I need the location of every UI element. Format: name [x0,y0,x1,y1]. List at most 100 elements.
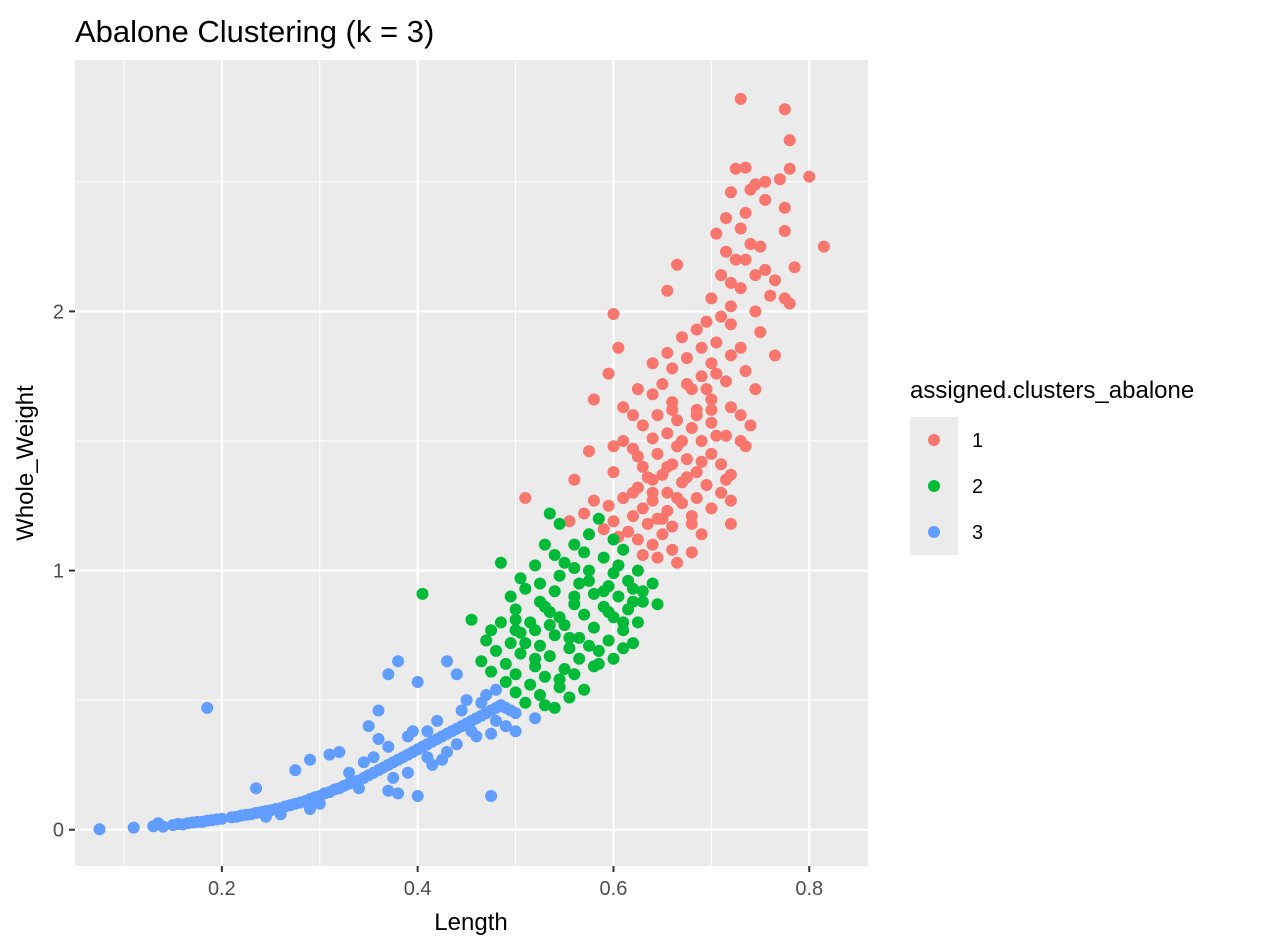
cluster-1-point [715,486,728,499]
cluster-1-point [705,357,718,370]
cluster-1-point [759,263,772,276]
cluster-1-point [627,409,639,422]
cluster-3-point [431,714,444,727]
cluster-2-point [563,642,576,655]
cluster-1-point [734,341,747,354]
cluster-3-point [411,790,424,802]
y-tick-label: 2 [53,301,64,323]
cluster-1-point [729,253,742,266]
cluster-2-point [553,673,566,686]
cluster-1-point [636,460,649,473]
legend: assigned.clusters_abalone 1 2 3 [910,377,1194,555]
cluster-2-point [534,639,546,652]
cluster-1-point [700,479,713,491]
cluster-2-point [553,569,566,582]
cluster-1-point [578,507,591,520]
cluster-2-point [627,637,639,650]
cluster-2-point [558,556,571,569]
cluster-2-point [617,543,630,556]
cluster-3-point [127,821,140,834]
cluster-1-point [749,305,762,318]
cluster-1-point [705,403,718,416]
x-tick-label: 0.2 [208,878,236,900]
cluster-1-point [724,300,737,313]
cluster-1-point [783,134,796,147]
cluster-2-point [504,637,517,650]
cluster-3-point [289,764,302,777]
cluster-1-point [651,551,664,564]
cluster-3-point [372,733,385,745]
cluster-3-point [421,725,434,738]
cluster-1-point [612,341,625,354]
cluster-1-point [778,201,791,214]
cluster-1-point [710,429,723,442]
cluster-1-point [666,403,679,416]
cluster-3-point [401,730,414,743]
legend-key-1 [928,434,940,446]
cluster-2-point [529,624,542,637]
cluster-2-point [514,572,527,585]
cluster-1-point [636,549,649,561]
cluster-2-point [612,590,625,603]
cluster-2-point [548,629,561,642]
cluster-1-point [773,173,786,186]
cluster-2-point [543,507,556,520]
cluster-2-point [553,517,566,530]
cluster-2-point [529,559,542,572]
cluster-3-point [441,655,453,668]
cluster-2-point [622,574,635,587]
x-tick-label: 0.6 [600,878,628,900]
cluster-2-point [538,670,551,683]
cluster-2-point [499,676,512,688]
cluster-1-point [734,409,747,422]
cluster-2-point [538,699,551,712]
x-axis: 0.2 0.4 0.6 0.8 [208,866,823,900]
legend-label-3: 3 [972,522,983,544]
cluster-1-point [754,326,767,339]
cluster-2-point [597,551,610,564]
cluster-2-point [597,585,610,598]
cluster-3-point [93,823,106,836]
x-tick-label: 0.8 [795,878,823,900]
cluster-3-point [304,803,316,815]
cluster-2-point [416,587,429,600]
cluster-1-point [680,471,693,484]
legend-key-3 [928,526,940,538]
cluster-2-point [524,678,537,691]
cluster-2-point [519,637,532,650]
cluster-3-point [455,704,468,717]
cluster-3-point [215,812,228,825]
cluster-1-point [803,170,816,183]
cluster-2-point [631,616,644,629]
cluster-2-point [480,634,493,647]
y-axis: 0 1 2 [53,301,75,842]
chart-title: Abalone Clustering (k = 3) [75,14,434,49]
cluster-1-point [656,528,669,541]
cluster-2-point [494,616,507,629]
cluster-1-point [636,502,649,515]
cluster-1-point [607,440,620,453]
cluster-1-point [720,212,732,225]
cluster-1-point [627,486,639,499]
cluster-1-point [680,453,693,466]
cluster-3-point [401,766,414,779]
cluster-1-point [622,525,635,538]
cluster-1-point [710,227,723,240]
legend-title: assigned.clusters_abalone [910,377,1194,404]
cluster-2-point [607,652,620,665]
cluster-3-point [382,784,395,797]
cluster-3-point [259,810,272,823]
plot-panel [75,60,868,866]
cluster-1-point [646,432,659,445]
cluster-3-point [509,707,522,720]
cluster-2-point [509,624,522,637]
cluster-3-point [387,771,400,784]
cluster-1-point [700,315,713,328]
legend-label-2: 2 [972,476,983,498]
major-gridlines [75,60,868,866]
cluster-1-point [666,520,679,533]
cluster-2-point [499,657,512,670]
cluster-1-point [744,419,757,432]
cluster-1-point [739,365,752,377]
cluster-1-point [720,245,732,258]
